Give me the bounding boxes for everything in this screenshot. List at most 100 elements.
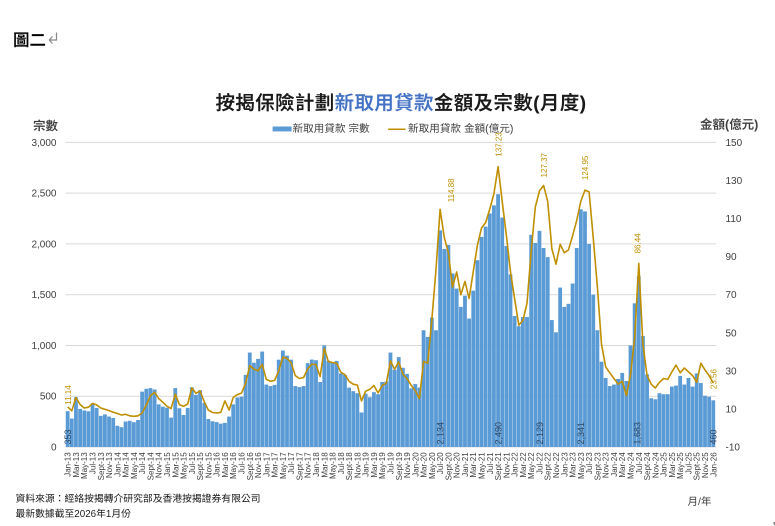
svg-text:Jul-25: Jul-25 (684, 452, 693, 474)
svg-text:Mar-17: Mar-17 (271, 452, 280, 478)
svg-text:Nov-14: Nov-14 (155, 452, 164, 478)
svg-text:Mar-21: Mar-21 (469, 452, 478, 478)
svg-text:Mar-22: Mar-22 (519, 452, 528, 478)
svg-text:11.14: 11.14 (64, 385, 73, 405)
svg-text:Sept-20: Sept-20 (444, 452, 453, 481)
svg-text:Mar-14: Mar-14 (122, 452, 131, 478)
svg-text:Jul-16: Jul-16 (237, 452, 246, 474)
svg-text:Mar-24: Mar-24 (618, 452, 627, 478)
svg-text:May-13: May-13 (80, 452, 89, 479)
svg-text:Nov-20: Nov-20 (453, 452, 462, 478)
svg-text:Jan-26: Jan-26 (709, 452, 718, 477)
svg-text:Nov-23: Nov-23 (602, 452, 611, 478)
svg-text:10: 10 (726, 404, 738, 415)
svg-text:Jul-21: Jul-21 (486, 452, 495, 474)
svg-text:Nov-18: Nov-18 (353, 452, 362, 478)
svg-text:1,500: 1,500 (31, 290, 56, 301)
svg-text:86.44: 86.44 (633, 233, 642, 254)
svg-text:Jan-18: Jan-18 (312, 452, 321, 477)
svg-text:Sept-24: Sept-24 (643, 452, 652, 481)
svg-text:Nov-24: Nov-24 (651, 452, 660, 478)
svg-text:Jan-17: Jan-17 (262, 452, 271, 477)
svg-text:/: / (698, 496, 701, 508)
svg-text:70: 70 (726, 290, 738, 301)
svg-text:150: 150 (726, 138, 743, 149)
svg-text:May-25: May-25 (676, 452, 685, 479)
svg-text:1,000: 1,000 (31, 341, 56, 352)
svg-text:2,134: 2,134 (436, 422, 446, 445)
svg-text:Jul-20: Jul-20 (436, 452, 445, 474)
svg-text:Jul-18: Jul-18 (337, 452, 346, 474)
svg-text:Jan-22: Jan-22 (511, 452, 520, 477)
svg-text:Jul-14: Jul-14 (138, 452, 147, 474)
svg-text:Jan-23: Jan-23 (560, 452, 569, 477)
svg-text:Nov-15: Nov-15 (204, 452, 213, 478)
svg-text:Sept-16: Sept-16 (246, 452, 255, 481)
svg-text:Sept-22: Sept-22 (544, 452, 553, 481)
svg-text:2,341: 2,341 (576, 422, 586, 445)
svg-text:130: 130 (726, 176, 743, 187)
svg-text:Sept-15: Sept-15 (196, 452, 205, 481)
svg-text:May-20: May-20 (428, 452, 437, 479)
svg-text:Sept-18: Sept-18 (345, 452, 354, 481)
svg-text:Nov-13: Nov-13 (105, 452, 114, 478)
svg-text:0: 0 (51, 443, 57, 454)
svg-text:Mar-20: Mar-20 (420, 452, 429, 478)
svg-text:Jul-15: Jul-15 (188, 452, 197, 474)
svg-text:3,000: 3,000 (31, 138, 56, 149)
svg-text:Mar-18: Mar-18 (320, 452, 329, 478)
svg-text:23.56: 23.56 (709, 369, 718, 390)
svg-text:90: 90 (726, 252, 738, 263)
svg-text:Nov-19: Nov-19 (403, 452, 412, 478)
svg-text:May-24: May-24 (627, 452, 636, 479)
svg-text:): ) (580, 93, 587, 115)
svg-text:(: ( (533, 93, 540, 115)
svg-text:Jan-19: Jan-19 (362, 452, 371, 477)
svg-text:Nov-17: Nov-17 (304, 452, 313, 478)
svg-text:50: 50 (726, 328, 738, 339)
svg-text:2026: 2026 (74, 509, 96, 520)
svg-text:Sept-19: Sept-19 (395, 452, 404, 481)
svg-text:Jan-15: Jan-15 (163, 452, 172, 477)
svg-text:May-16: May-16 (229, 452, 238, 479)
svg-text:30: 30 (726, 366, 738, 377)
svg-text:Nov-21: Nov-21 (502, 452, 511, 478)
svg-text:Sept-14: Sept-14 (146, 452, 155, 481)
svg-text:Nov-22: Nov-22 (552, 452, 561, 478)
svg-text:May-15: May-15 (180, 452, 189, 479)
svg-text:(: ( (725, 118, 730, 132)
svg-text:Mar-19: Mar-19 (370, 452, 379, 478)
svg-text:Mar-16: Mar-16 (221, 452, 230, 478)
svg-text:Sept-23: Sept-23 (593, 452, 602, 481)
svg-text:Jan-16: Jan-16 (213, 452, 222, 477)
svg-text:May-19: May-19 (378, 452, 387, 479)
svg-text:1: 1 (106, 509, 111, 520)
svg-text:Jan-20: Jan-20 (411, 452, 420, 477)
svg-text:Jul-19: Jul-19 (386, 452, 395, 474)
svg-text:May-18: May-18 (329, 452, 338, 479)
svg-text:110: 110 (726, 214, 742, 225)
svg-text:500: 500 (40, 392, 57, 403)
svg-text:Sept-13: Sept-13 (97, 452, 106, 481)
svg-text:460: 460 (709, 429, 719, 444)
svg-text:May-14: May-14 (130, 452, 139, 479)
svg-text:353: 353 (63, 429, 73, 444)
svg-text:-10: -10 (726, 443, 741, 454)
svg-text:Mar-13: Mar-13 (72, 452, 81, 478)
svg-text:): ) (754, 118, 758, 132)
svg-text:Jul-23: Jul-23 (585, 452, 594, 474)
svg-text:Nov-16: Nov-16 (254, 452, 263, 478)
svg-text:May-22: May-22 (527, 452, 536, 479)
svg-text:May-21: May-21 (478, 452, 487, 479)
svg-text:Nov-25: Nov-25 (701, 452, 710, 478)
svg-text:Jul-22: Jul-22 (535, 452, 544, 474)
svg-text:1,683: 1,683 (633, 422, 643, 445)
svg-text:Sept-17: Sept-17 (295, 452, 304, 481)
svg-text:Jan-21: Jan-21 (461, 452, 470, 477)
svg-text:Mar-23: Mar-23 (569, 452, 578, 478)
svg-text:(: ( (485, 123, 489, 135)
svg-text:): ) (510, 123, 514, 135)
svg-text:2,490: 2,490 (493, 422, 503, 445)
svg-text:Jan-14: Jan-14 (113, 452, 122, 477)
svg-text:2,129: 2,129 (535, 422, 545, 445)
